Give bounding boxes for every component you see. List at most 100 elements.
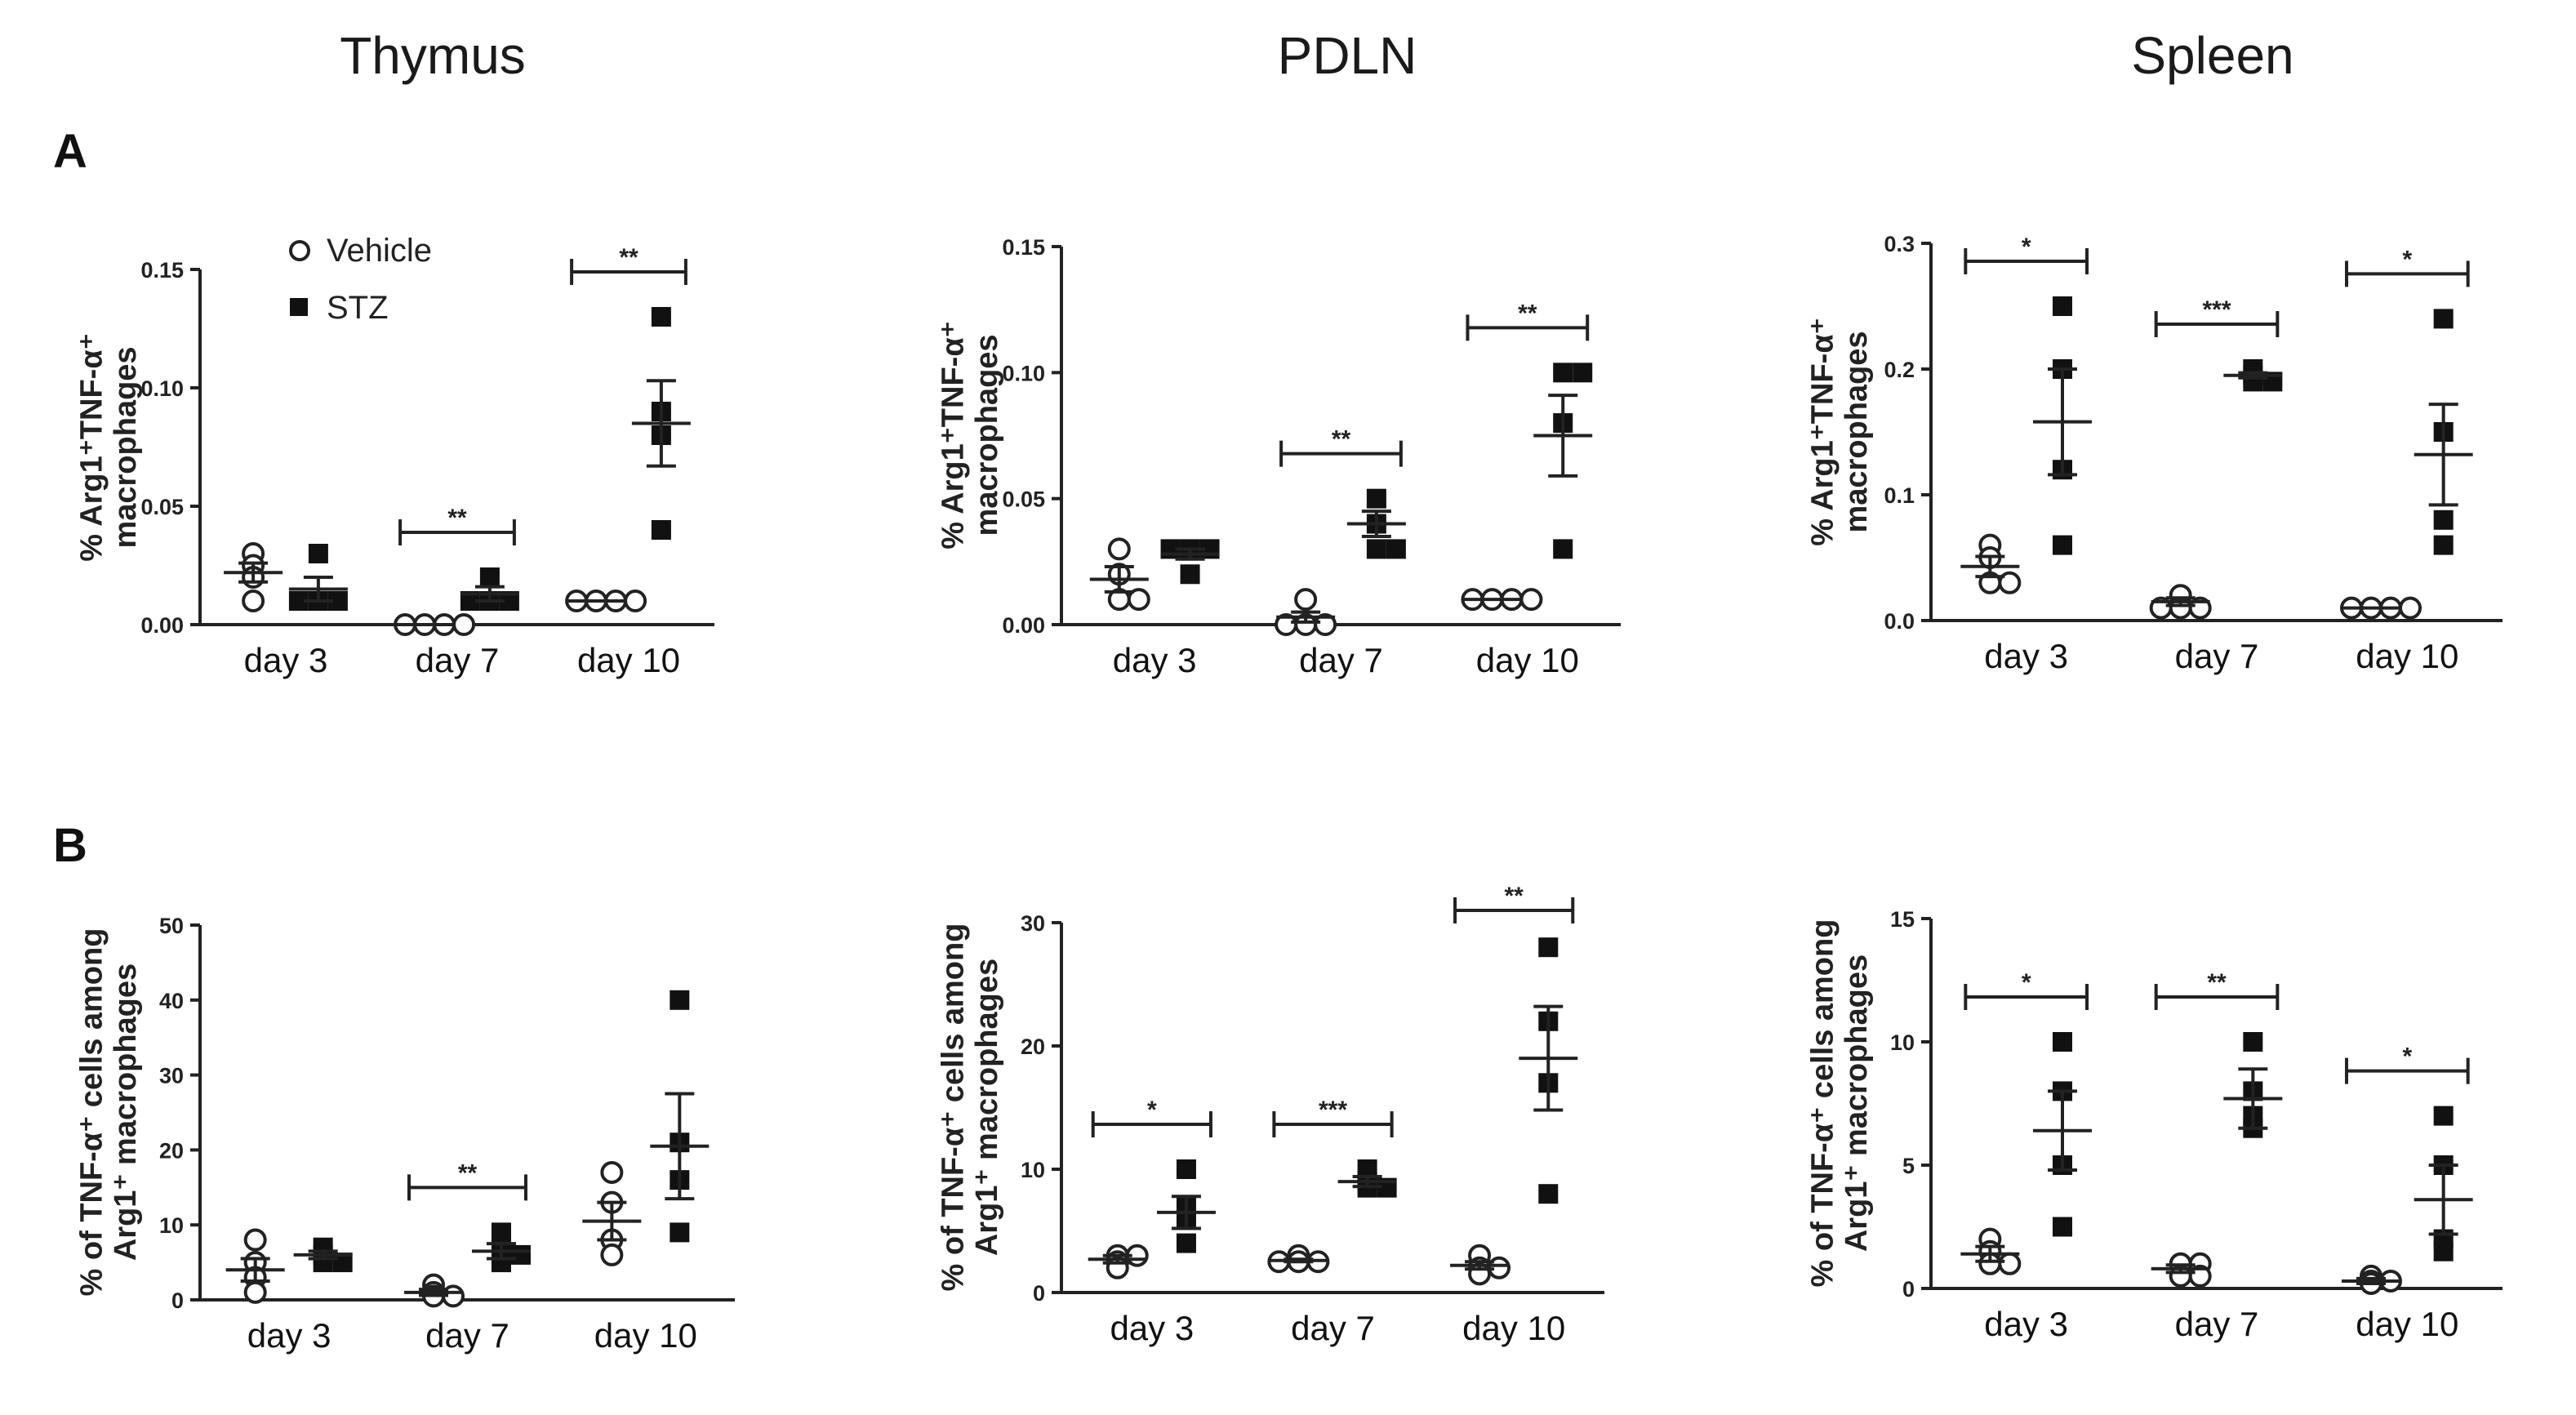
y-tick-label: 0 [171, 1288, 184, 1313]
vehicle-point [600, 1243, 624, 1266]
y-tick-label: 0.2 [1884, 358, 1915, 382]
vehicle-point [452, 613, 476, 636]
legend-vehicle-label: Vehicle [327, 233, 432, 269]
panel-a-spleen: 0.0 0.1 0.2 0.3 % Arg1⁺TNF-α⁺macrophages day … [1805, 232, 2503, 675]
significance-label: ** [1518, 300, 1537, 327]
y-tick-label: 15 [1890, 907, 1915, 932]
vehicle-point [624, 590, 647, 612]
vehicle-point [1998, 1252, 2022, 1275]
y-axis-title: % Arg1⁺TNF-α⁺macrophages [74, 333, 143, 562]
y-axis-title-line-1: % of TNF-α⁺ cells among [1805, 919, 1840, 1288]
stz-point [1176, 1159, 1196, 1179]
x-category-label: day 7 [416, 641, 500, 679]
x-category-label: day 10 [1476, 641, 1579, 679]
y-axis-title-line-1: % of TNF-α⁺ cells among [936, 923, 970, 1292]
y-axis-title-line-2: macrophages [109, 346, 143, 548]
y-tick-label: 0.05 [1002, 487, 1045, 512]
stz-point [2433, 535, 2454, 555]
stz-point [2053, 296, 2072, 316]
y-tick-label: 0 [1902, 1277, 1915, 1302]
significance-label: * [1147, 1097, 1157, 1124]
x-category-label: day 3 [1984, 1305, 2068, 1343]
stz-point [1366, 539, 1386, 559]
y-tick-label: 50 [159, 914, 184, 938]
stz-point [308, 544, 328, 563]
significance-label: * [2022, 234, 2031, 260]
y-axis-title: % of TNF-α⁺ cells amongArg1⁺ macrophages [936, 923, 1004, 1292]
significance-label: ** [458, 1159, 478, 1186]
stz-point [1538, 937, 1559, 958]
legend-stz-marker [290, 298, 308, 316]
stz-point [2433, 309, 2454, 329]
stz-point [1386, 539, 1406, 559]
y-tick-label: 5 [1902, 1154, 1915, 1178]
y-tick-label: 10 [1021, 1158, 1045, 1182]
stz-point [2243, 1032, 2263, 1052]
stz-point [1573, 363, 1593, 383]
stz-point [2053, 1032, 2072, 1052]
y-tick-label: 0.00 [140, 613, 184, 638]
stz-point [510, 1244, 531, 1265]
y-axis-title: % Arg1⁺TNF-α⁺macrophages [936, 321, 1004, 550]
x-category-label: day 3 [1110, 1309, 1194, 1347]
vehicle-point [1294, 588, 1318, 612]
stz-point [670, 1222, 690, 1243]
significance-label: * [2402, 1043, 2412, 1070]
x-category-label: day 3 [1113, 641, 1197, 679]
legend-vehicle-marker [289, 240, 310, 261]
y-tick-label: 0.15 [140, 258, 184, 283]
stz-point [1553, 363, 1573, 383]
y-tick-label: 10 [1890, 1030, 1915, 1055]
significance-label: *** [1319, 1097, 1347, 1124]
y-tick-label: 40 [159, 989, 184, 1013]
significance-label: ** [1504, 883, 1524, 910]
legend-stz-label: STZ [327, 290, 389, 326]
y-axis-title-line-2: Arg1⁺ macrophages [109, 963, 143, 1261]
vehicle-point [1275, 613, 1298, 636]
x-category-label: day 10 [1462, 1309, 1565, 1347]
significance-label: * [2402, 246, 2412, 273]
x-category-label: day 7 [425, 1316, 509, 1355]
stz-point [1538, 1184, 1559, 1204]
y-axis-title-line-1: % Arg1⁺TNF-α⁺ [1805, 318, 1840, 546]
y-tick-label: 20 [159, 1138, 184, 1163]
significance-label: ** [447, 505, 467, 532]
vehicle-point [243, 1228, 267, 1252]
y-tick-label: 20 [1021, 1035, 1045, 1059]
vehicle-point [2399, 596, 2422, 620]
y-tick-label: 0.3 [1884, 232, 1915, 256]
significance-label: * [2022, 969, 2031, 996]
x-category-label: day 7 [1291, 1309, 1375, 1347]
y-tick-label: 30 [159, 1064, 184, 1088]
y-tick-label: 0.10 [1002, 361, 1045, 385]
y-tick-label: 10 [159, 1213, 184, 1238]
stz-point [2053, 1217, 2072, 1237]
y-tick-label: 0.00 [1002, 613, 1045, 638]
stz-point [2433, 509, 2454, 530]
x-category-label: day 3 [244, 641, 328, 679]
vehicle-point [600, 1160, 624, 1184]
stz-point [1176, 1233, 1196, 1253]
vehicle-point [1314, 613, 1337, 636]
panel-b-pdln: 0 10 20 30 % of TNF-α⁺ cells amongArg1⁺ macr… [936, 883, 1604, 1347]
x-category-label: day 10 [577, 641, 680, 679]
x-category-label: day 7 [2175, 1305, 2259, 1343]
y-axis-title-line-1: % Arg1⁺TNF-α⁺ [74, 333, 109, 562]
x-category-label: day 10 [2356, 637, 2458, 675]
column-title-spleen: Spleen [2131, 26, 2293, 85]
y-axis-title: % Arg1⁺TNF-α⁺macrophages [1805, 318, 1874, 546]
y-axis-title-line-2: Arg1⁺ macrophages [1840, 954, 1874, 1252]
panel-b-thymus: 0 10 20 30 40 50 % of TNF-α⁺ cells amongArg1⁺ … [74, 914, 735, 1355]
vehicle-point [1519, 588, 1543, 612]
vehicle-point [1107, 537, 1131, 561]
y-tick-label: 0.1 [1884, 483, 1915, 508]
panel-a-pdln: 0.00 0.05 0.10 0.15 % Arg1⁺TNF-α⁺macrophages… [936, 235, 1621, 679]
row-label-a: A [53, 125, 87, 178]
significance-label: *** [2202, 296, 2231, 323]
stz-point [1180, 564, 1200, 585]
y-tick-label: 0.10 [140, 376, 184, 401]
stz-point [479, 567, 500, 587]
stz-point [1553, 539, 1573, 559]
y-axis-title-line-2: Arg1⁺ macrophages [970, 959, 1004, 1256]
